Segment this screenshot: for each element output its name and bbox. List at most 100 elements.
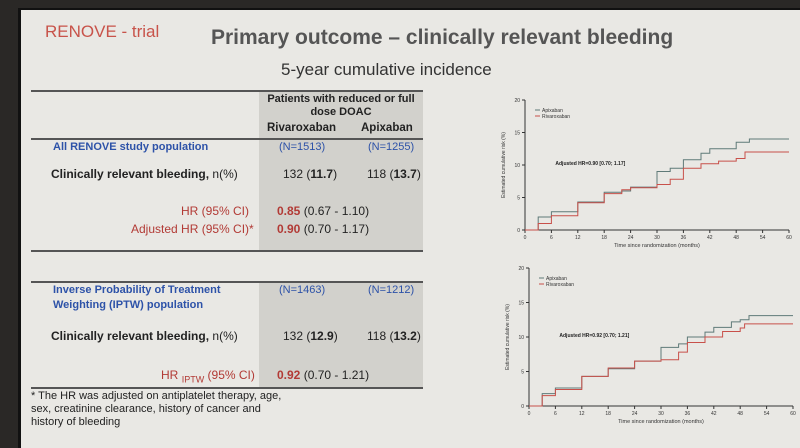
y-axis-label: Estimated cumulative risk (%): [505, 304, 511, 370]
section2-label-1: Inverse Probability of Treatment: [53, 284, 221, 296]
x-tick-label: 48: [733, 235, 739, 241]
col-rivaroxaban: Rivaroxaban: [267, 122, 337, 134]
adjusted-hr-label: Adjusted HR (95% CI)*: [131, 222, 254, 236]
x-tick-label: 6: [554, 411, 557, 417]
y-tick-label: 0: [517, 228, 520, 234]
slide-subtitle: 5-year cumulative incidence: [281, 60, 492, 79]
x-tick-label: 54: [764, 411, 770, 417]
cell-text: Clinically relevant bleeding,: [51, 329, 210, 343]
cell-text: n(%): [209, 329, 238, 343]
cell-text: 0.85: [277, 204, 301, 218]
cell-text: 11.7: [310, 167, 334, 181]
x-tick-label: 24: [632, 411, 638, 417]
bleeding-rivaroxaban: 132 (11.7): [283, 167, 337, 181]
table-header: Patients with reduced or full dose DOAC: [267, 93, 415, 118]
y-tick-label: 20: [518, 266, 524, 272]
n-rivaroxaban: (N=1463): [279, 284, 326, 296]
col-apixaban: Apixaban: [361, 122, 413, 134]
km-chart-overall: 0 6 12 18 24 30 36 42 48 54 60 0 5 10 15 20 Time since r…: [501, 98, 792, 249]
divider: [31, 250, 423, 252]
hr-value: 0.85 (0.67 - 1.10): [277, 204, 369, 218]
y-tick-label: 15: [518, 301, 524, 307]
slide-title: Primary outcome – clinically relevant bl…: [211, 26, 674, 49]
slide: RENOVE - trial Primary outcome – clinica…: [18, 8, 800, 448]
x-tick-label: 36: [685, 411, 691, 417]
cell-text: HR: [161, 368, 179, 382]
x-tick-label: 0: [528, 411, 531, 417]
x-tick-label: 12: [579, 411, 585, 417]
x-tick-label: 24: [628, 235, 634, 241]
cell-text: ): [416, 167, 421, 181]
n-apixaban: (N=1255): [368, 141, 415, 153]
x-tick-label: 18: [605, 411, 611, 417]
x-axis-label: Time since randomization (months): [618, 419, 704, 425]
bleeding-apixaban: 118 (13.2): [367, 329, 421, 343]
x-tick-label: 6: [550, 235, 553, 241]
y-axis-label: Estimated cumulative risk (%): [501, 132, 507, 198]
bleeding-label: Clinically relevant bleeding, n(%): [51, 167, 238, 181]
cell-text: 0.92: [277, 368, 301, 382]
footnote: * The HR was adjusted on antiplatelet th…: [31, 390, 282, 428]
cell-text: (0.70 - 1.21): [300, 368, 370, 382]
hr-iptw-label: HR IPTW (95% CI): [161, 368, 255, 384]
shaded-columns-1: [259, 90, 423, 250]
series-line-apixaban: [525, 138, 789, 231]
cell-text: 132 (: [283, 167, 311, 181]
legend-label-apixaban: Apixaban: [542, 108, 563, 114]
x-tick-label: 42: [707, 235, 713, 241]
cell-text: 0.90: [277, 222, 301, 236]
divider: [31, 387, 423, 389]
x-tick-label: 60: [790, 411, 796, 417]
divider: [31, 138, 423, 140]
x-tick-label: 42: [711, 411, 717, 417]
n-rivaroxaban: (N=1513): [279, 141, 326, 153]
section2-label-2: Weighting (IPTW) population: [53, 299, 204, 311]
series-line-rivaroxaban: [529, 323, 793, 407]
cell-text: 118 (: [367, 329, 394, 343]
cell-text: 118 (: [367, 167, 394, 181]
section1-label: All RENOVE study population: [53, 141, 209, 153]
hr-annotation: Adjusted HR=0.92 [0.70; 1.21]: [559, 333, 629, 339]
x-tick-label: 36: [681, 235, 687, 241]
adjusted-hr-value: 0.90 (0.70 - 1.17): [277, 222, 369, 236]
cell-text: ): [333, 167, 338, 181]
hr-annotation: Adjusted HR=0.90 [0.70; 1.17]: [555, 161, 625, 167]
cell-text: IPTW: [181, 374, 205, 385]
y-tick-label: 5: [521, 370, 524, 376]
renove-logo: RENOVE - trial: [45, 22, 160, 41]
bleeding-apixaban: 118 (13.7): [367, 167, 421, 181]
x-tick-label: 12: [575, 235, 581, 241]
y-tick-label: 20: [514, 98, 520, 104]
cell-text: (95% CI): [204, 368, 255, 382]
hr-iptw-value: 0.92 (0.70 - 1.21): [277, 368, 369, 382]
x-tick-label: 48: [737, 411, 743, 417]
bleeding-label-unit: n(%): [209, 167, 238, 181]
series-line-rivaroxaban: [525, 151, 789, 231]
bleeding-label-text: Clinically relevant bleeding,: [51, 167, 210, 181]
n-apixaban: (N=1212): [368, 284, 415, 296]
cell-text: 132 (: [283, 329, 311, 343]
cell-text: (0.70 - 1.17): [300, 222, 370, 236]
series-line-apixaban: [529, 315, 793, 407]
legend-label-rivaroxaban: Rivaroxaban: [546, 282, 574, 288]
bleeding-rivaroxaban: 132 (12.9): [283, 329, 338, 343]
shaded-columns-2: [259, 282, 423, 388]
cell-text: (0.67 - 1.10): [300, 204, 370, 218]
cell-text: 13.7: [393, 167, 417, 181]
y-tick-label: 0: [521, 404, 524, 410]
x-tick-label: 30: [658, 411, 664, 417]
x-tick-label: 18: [601, 235, 607, 241]
y-tick-label: 10: [518, 335, 524, 341]
cell-text: ): [416, 329, 421, 343]
divider: [31, 281, 423, 283]
divider: [31, 90, 423, 92]
y-tick-label: 10: [514, 163, 520, 169]
hr-label: HR (95% CI): [181, 204, 250, 218]
x-axis-label: Time since randomization (months): [614, 243, 700, 249]
bleeding-label: Clinically relevant bleeding, n(%): [51, 329, 238, 343]
x-tick-label: 60: [786, 235, 792, 241]
cell-text: 13.2: [393, 329, 417, 343]
x-tick-label: 30: [654, 235, 660, 241]
legend-label-rivaroxaban: Rivaroxaban: [542, 114, 570, 120]
x-tick-label: 0: [524, 235, 527, 241]
